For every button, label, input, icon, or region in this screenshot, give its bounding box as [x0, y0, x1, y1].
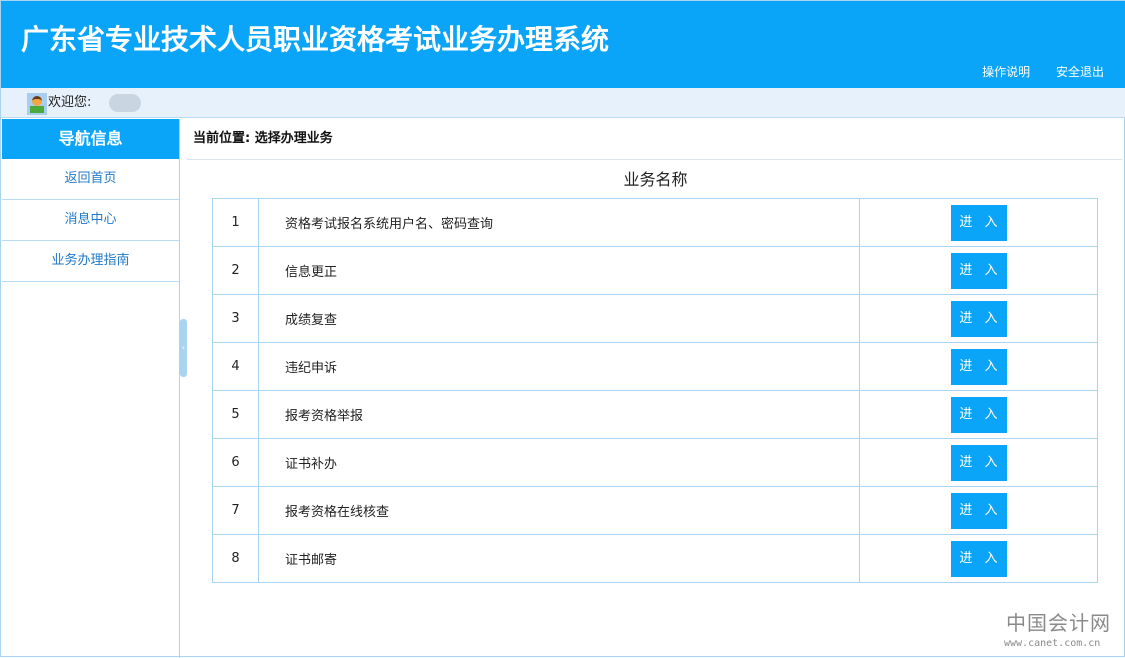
- sidebar: 导航信息 返回首页 消息中心 业务办理指南: [2, 119, 180, 658]
- table-row: 2 信息更正 进 入: [212, 246, 1098, 295]
- enter-button[interactable]: 进 入: [950, 540, 1007, 577]
- username-redacted: [109, 94, 141, 112]
- business-name: 证书补办: [258, 438, 860, 487]
- watermark-text: 中国会计网: [1006, 611, 1111, 635]
- welcome-label: 欢迎您:: [48, 95, 92, 110]
- business-name: 证书邮寄: [258, 534, 860, 583]
- breadcrumb: 当前位置: 选择办理业务: [193, 131, 333, 146]
- sidebar-item-home[interactable]: 返回首页: [2, 159, 179, 200]
- row-number: 3: [212, 294, 259, 343]
- business-name: 信息更正: [258, 246, 860, 295]
- table-row: 5 报考资格举报 进 入: [212, 390, 1098, 439]
- table-row: 8 证书邮寄 进 入: [212, 534, 1098, 583]
- enter-button[interactable]: 进 入: [950, 252, 1007, 289]
- app-title: 广东省专业技术人员职业资格考试业务办理系统: [21, 23, 610, 56]
- enter-button[interactable]: 进 入: [950, 492, 1007, 529]
- row-number: 7: [212, 486, 259, 535]
- table-header: 业务名称: [623, 170, 688, 189]
- welcome-bar: 欢迎您:: [1, 88, 1125, 118]
- table-row: 4 违纪申诉 进 入: [212, 342, 1098, 391]
- row-number: 2: [212, 246, 259, 295]
- row-number: 8: [212, 534, 259, 583]
- sidebar-item-guide[interactable]: 业务办理指南: [2, 241, 179, 282]
- header: 广东省专业技术人员职业资格考试业务办理系统 操作说明 安全退出: [1, 1, 1125, 88]
- divider: [187, 159, 1122, 160]
- logout-link[interactable]: 安全退出: [1055, 65, 1104, 79]
- row-number: 1: [212, 198, 259, 247]
- enter-button[interactable]: 进 入: [950, 396, 1007, 433]
- business-name: 报考资格举报: [258, 390, 860, 439]
- enter-button[interactable]: 进 入: [950, 444, 1007, 481]
- row-number: 5: [212, 390, 259, 439]
- business-name: 报考资格在线核查: [258, 486, 860, 535]
- table-row: 1 资格考试报名系统用户名、密码查询 进 入: [212, 198, 1098, 247]
- help-link[interactable]: 操作说明: [982, 65, 1031, 79]
- table-row: 7 报考资格在线核查 进 入: [212, 486, 1098, 535]
- sidebar-title: 导航信息: [2, 119, 179, 159]
- enter-button[interactable]: 进 入: [950, 204, 1007, 241]
- enter-button[interactable]: 进 入: [950, 300, 1007, 337]
- table-row: 3 成绩复查 进 入: [212, 294, 1098, 343]
- business-name: 资格考试报名系统用户名、密码查询: [258, 198, 860, 247]
- business-name: 违纪申诉: [258, 342, 860, 391]
- sidebar-item-messages[interactable]: 消息中心: [2, 200, 179, 241]
- table-row: 6 证书补办 进 入: [212, 438, 1098, 487]
- business-name: 成绩复查: [258, 294, 860, 343]
- row-number: 4: [212, 342, 259, 391]
- enter-button[interactable]: 进 入: [950, 348, 1007, 385]
- sidebar-collapse-handle[interactable]: ‹: [180, 319, 187, 377]
- watermark-url: www.canet.com.cn: [1004, 638, 1101, 649]
- user-avatar-icon: [27, 93, 47, 115]
- row-number: 6: [212, 438, 259, 487]
